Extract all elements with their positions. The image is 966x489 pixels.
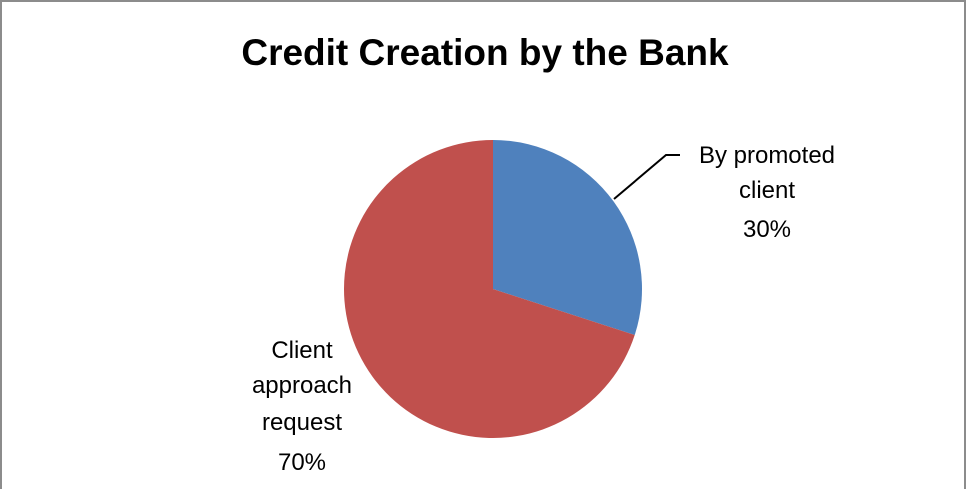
slice-label-line: approach bbox=[252, 372, 352, 399]
slice-label-client-approach-request: Client approach request 70% bbox=[252, 337, 352, 476]
pie-slice-by-promoted-client bbox=[493, 140, 642, 336]
slice-label-line: By promoted bbox=[699, 142, 835, 169]
slice-label-line: Client bbox=[271, 337, 333, 364]
slice-label-line: client bbox=[739, 177, 795, 204]
chart-title: Credit Creation by the Bank bbox=[241, 32, 729, 73]
pie-slices bbox=[344, 140, 642, 439]
slice-percent-label: 30% bbox=[743, 216, 791, 243]
slice-label-leader-line bbox=[613, 154, 680, 200]
slice-label-line: request bbox=[262, 409, 342, 436]
slice-percent-label: 70% bbox=[278, 449, 326, 476]
pie-slice-client-approach-request bbox=[344, 140, 635, 439]
slice-label-by-promoted-client: By promoted client 30% bbox=[699, 142, 835, 243]
